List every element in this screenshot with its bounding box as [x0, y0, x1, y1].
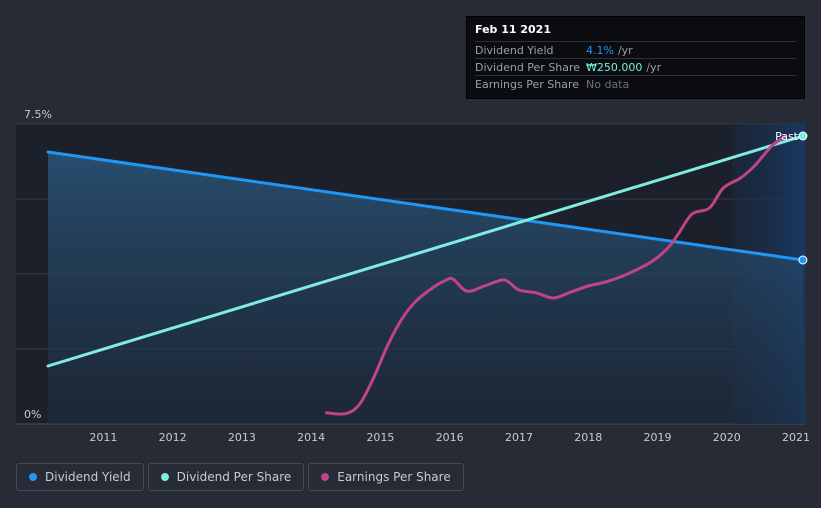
- dividend-yield-end-point: [798, 255, 808, 265]
- past-label: Past: [775, 130, 799, 143]
- legend-item-earnings-per-share[interactable]: Earnings Per Share: [308, 463, 464, 491]
- legend-label: Dividend Per Share: [176, 470, 292, 484]
- y-tick-label: 0%: [24, 408, 41, 421]
- earnings-per-share-line: [324, 134, 788, 416]
- series-lines: [46, 134, 805, 416]
- x-tick-label: 2021: [782, 431, 810, 444]
- tooltip-row-dividend-per-share: Dividend Per Share ₩250.000 /yr: [475, 58, 796, 75]
- tooltip-label: Earnings Per Share: [475, 77, 580, 91]
- dividend-yield-line: [46, 150, 805, 262]
- x-tick-label: 2019: [643, 431, 671, 444]
- tooltip: Feb 11 2021 Dividend Yield 4.1% /yr Divi…: [466, 16, 805, 99]
- dividend-yield-area: [48, 152, 803, 424]
- x-tick-label: 2014: [297, 431, 325, 444]
- x-tick-label: 2018: [574, 431, 602, 444]
- tooltip-date: Feb 11 2021: [475, 23, 551, 36]
- tooltip-value: No data: [586, 77, 630, 91]
- tooltip-value: 4.1%: [586, 43, 614, 57]
- tooltip-value: ₩250.000: [586, 60, 643, 74]
- y-tick-label: 7.5%: [24, 108, 52, 121]
- x-tick-label: 2012: [159, 431, 187, 444]
- legend: Dividend Yield Dividend Per Share Earnin…: [16, 463, 464, 491]
- tooltip-row-dividend-yield: Dividend Yield 4.1% /yr: [475, 41, 796, 58]
- legend-item-dividend-yield[interactable]: Dividend Yield: [16, 463, 144, 491]
- dividend-yield-area: [48, 152, 803, 424]
- tooltip-row-earnings-per-share: Earnings Per Share No data: [475, 75, 796, 92]
- legend-item-dividend-per-share[interactable]: Dividend Per Share: [147, 463, 305, 491]
- x-tick-label: 2016: [436, 431, 464, 444]
- x-tick-label: 2015: [366, 431, 394, 444]
- x-tick-label: 2011: [89, 431, 117, 444]
- legend-dot-icon: [160, 473, 169, 481]
- dividend-per-share-end-point: [798, 131, 808, 141]
- end-points: [798, 131, 808, 265]
- legend-label: Dividend Yield: [45, 470, 131, 484]
- tooltip-unit: /yr: [617, 43, 633, 57]
- x-tick-label: 2020: [713, 431, 741, 444]
- x-axis-ticks: 2011 2012 2013 2014 2015 2016 2017 2018 2019 2020…: [89, 431, 810, 444]
- legend-dot-icon: [29, 473, 37, 481]
- tooltip-label: Dividend Per Share: [475, 60, 581, 74]
- tooltip-unit: /yr: [646, 60, 662, 74]
- dividend-per-share-line: [46, 134, 805, 368]
- legend-label: Earnings Per Share: [337, 470, 451, 484]
- tooltip-label: Dividend Yield: [475, 43, 554, 57]
- x-tick-label: 2017: [505, 431, 533, 444]
- legend-dot-icon: [321, 473, 330, 481]
- y-axis-ticks: 0% 7.5%: [24, 108, 52, 421]
- x-tick-label: 2013: [228, 431, 256, 444]
